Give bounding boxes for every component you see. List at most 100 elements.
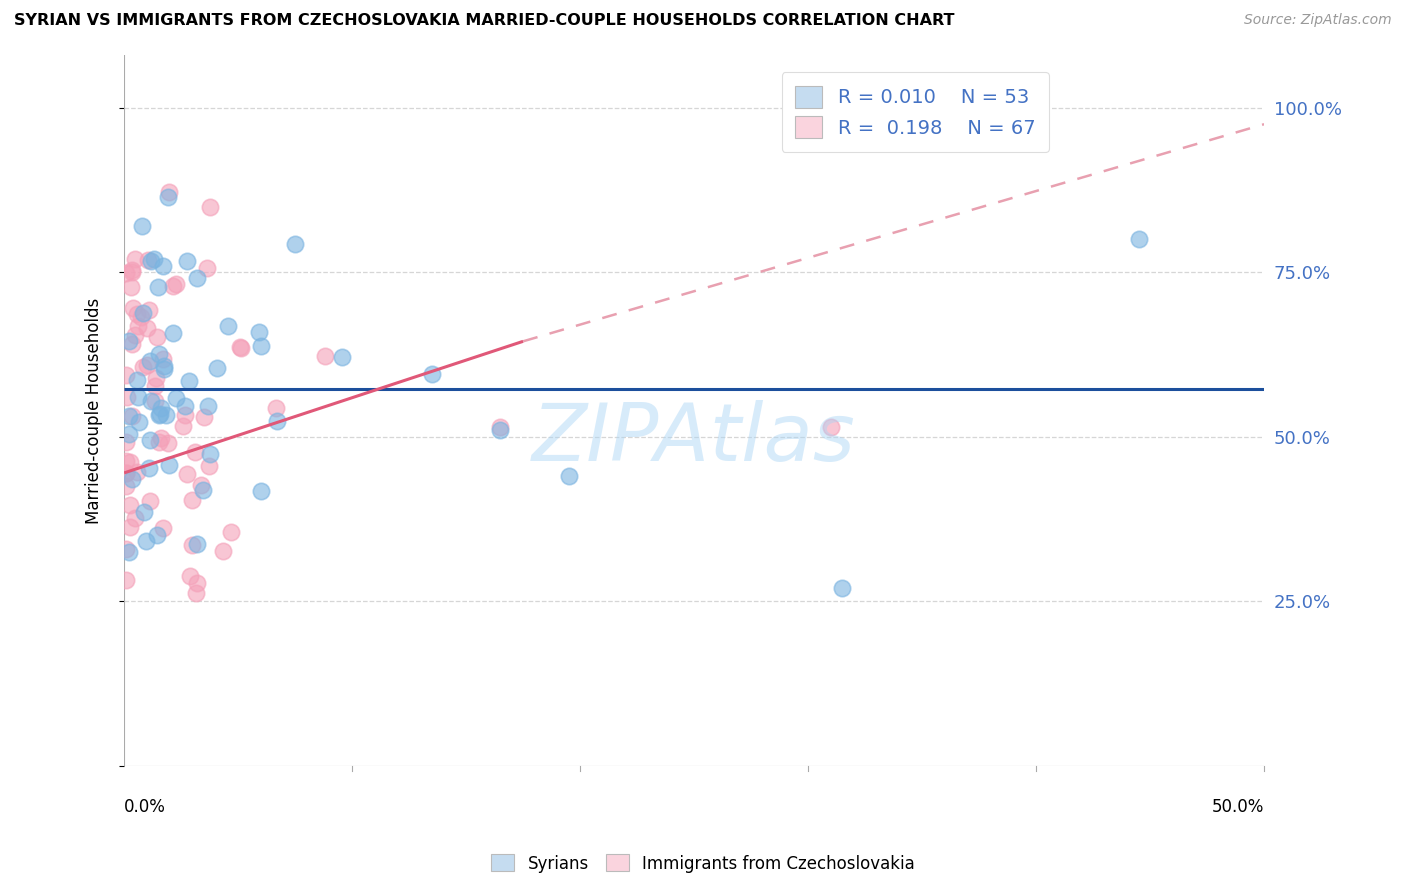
Point	[136, 253, 159, 268]
Point	[146, 330, 169, 344]
Legend: R = 0.010    N = 53, R =  0.198    N = 67: R = 0.010 N = 53, R = 0.198 N = 67	[782, 72, 1049, 152]
Point	[124, 511, 146, 525]
Point	[115, 368, 138, 383]
Point	[131, 306, 153, 320]
Point	[124, 252, 146, 266]
Point	[127, 391, 149, 405]
Point	[115, 479, 138, 493]
Point	[118, 455, 141, 469]
Point	[143, 394, 166, 409]
Legend: Syrians, Immigrants from Czechoslovakia: Syrians, Immigrants from Czechoslovakia	[484, 847, 922, 880]
Point	[115, 435, 138, 450]
Point	[250, 484, 273, 499]
Point	[132, 505, 155, 519]
Point	[139, 253, 162, 268]
Point	[131, 219, 153, 233]
Point	[118, 499, 141, 513]
Point	[121, 337, 143, 351]
Point	[229, 340, 252, 354]
Point	[115, 466, 138, 480]
Point	[174, 399, 197, 413]
Point	[141, 393, 163, 408]
Point	[118, 409, 141, 423]
Point	[148, 408, 170, 422]
Point	[221, 524, 243, 539]
Point	[284, 237, 307, 252]
Point	[157, 436, 180, 450]
Point	[121, 472, 143, 486]
Point	[420, 368, 443, 382]
Point	[124, 328, 146, 343]
Point	[186, 271, 208, 285]
Point	[229, 341, 252, 355]
Text: SYRIAN VS IMMIGRANTS FROM CZECHOSLOVAKIA MARRIED-COUPLE HOUSEHOLDS CORRELATION C: SYRIAN VS IMMIGRANTS FROM CZECHOSLOVAKIA…	[14, 13, 955, 29]
Point	[489, 420, 512, 434]
Text: 0.0%: 0.0%	[124, 797, 166, 815]
Point	[115, 267, 138, 281]
Point	[250, 339, 273, 353]
Point	[165, 277, 187, 292]
Point	[180, 538, 202, 552]
Point	[143, 379, 166, 393]
Point	[205, 360, 228, 375]
Point	[143, 252, 166, 266]
Point	[138, 303, 160, 318]
Point	[150, 401, 173, 415]
Point	[139, 433, 162, 447]
Point	[118, 545, 141, 559]
Point	[139, 354, 162, 368]
Point	[172, 418, 194, 433]
Point	[200, 447, 222, 461]
Point	[121, 265, 143, 279]
Point	[217, 319, 239, 334]
Point	[122, 301, 145, 315]
Point	[128, 415, 150, 429]
Point	[152, 260, 174, 274]
Point	[177, 374, 200, 388]
Point	[121, 263, 143, 277]
Point	[186, 586, 208, 600]
Point	[127, 307, 149, 321]
Point	[557, 469, 579, 483]
Point	[145, 371, 167, 385]
Point	[831, 581, 853, 595]
Point	[138, 461, 160, 475]
Point	[247, 325, 270, 339]
Point	[264, 401, 287, 415]
Point	[155, 408, 177, 422]
Point	[184, 445, 207, 459]
Point	[266, 414, 288, 428]
Point	[115, 467, 138, 481]
Point	[157, 190, 180, 204]
Point	[197, 459, 219, 474]
Point	[820, 420, 842, 434]
Point	[176, 467, 198, 481]
Point	[180, 493, 202, 508]
Point	[115, 453, 138, 467]
Point	[115, 574, 138, 588]
Point	[148, 434, 170, 449]
Point	[179, 569, 201, 583]
Point	[120, 520, 142, 534]
Point	[146, 528, 169, 542]
Point	[127, 373, 149, 387]
Point	[138, 493, 160, 508]
Point	[211, 544, 233, 558]
Point	[118, 334, 141, 348]
Point	[314, 349, 336, 363]
Point	[127, 318, 149, 333]
Point	[131, 360, 153, 375]
Point	[330, 350, 353, 364]
Point	[148, 280, 170, 294]
Point	[118, 427, 141, 442]
Y-axis label: Married-couple Households: Married-couple Households	[86, 297, 103, 524]
Point	[159, 458, 181, 473]
Point	[190, 478, 212, 492]
Point	[162, 279, 184, 293]
Point	[149, 431, 172, 445]
Point	[149, 407, 172, 421]
Point	[115, 390, 138, 404]
Point	[136, 321, 159, 335]
Point	[193, 409, 215, 424]
Point	[152, 351, 174, 366]
